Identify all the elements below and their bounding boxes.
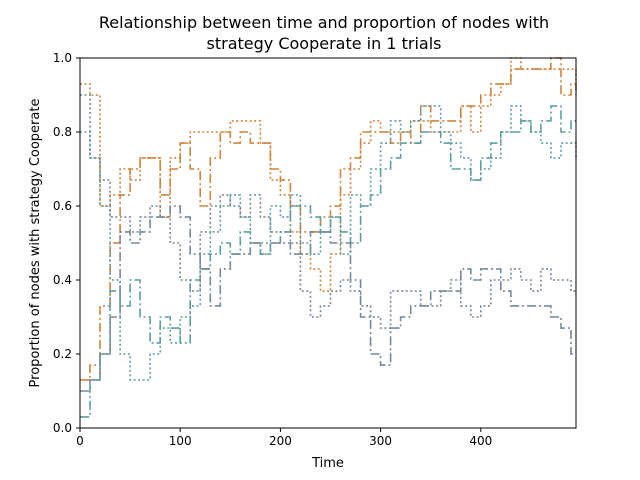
chart-title-line-2: strategy Cooperate in 1 trials — [207, 34, 442, 53]
series-line-4 — [80, 105, 577, 381]
y-axis-ticks: 0.0 0.2 0.4 0.6 0.8 1.0 — [53, 51, 80, 435]
x-tick-label: 200 — [269, 434, 292, 448]
x-tick-label: 0 — [76, 434, 84, 448]
x-axis-label: Time — [311, 456, 344, 471]
y-tick-label: 0.4 — [53, 273, 72, 287]
y-tick-label: 0.6 — [53, 199, 72, 213]
plot-area-frame — [79, 57, 577, 429]
y-tick-label: 0.0 — [53, 421, 72, 435]
chart-title-line-1: Relationship between time and proportion… — [99, 13, 549, 32]
series-line-5 — [80, 205, 576, 392]
y-tick-label: 0.8 — [53, 125, 72, 139]
y-tick-label: 0.2 — [53, 347, 72, 361]
y-tick-label: 1.0 — [53, 51, 72, 65]
y-axis-label: Proportion of nodes with strategy Cooper… — [28, 99, 43, 388]
series-layer — [80, 57, 577, 418]
x-tick-label: 400 — [469, 434, 492, 448]
series-line-3 — [80, 105, 576, 418]
series-line-6 — [80, 94, 576, 329]
x-tick-label: 300 — [369, 434, 392, 448]
x-axis-ticks: 0 100 200 300 400 — [76, 428, 492, 448]
x-tick-label: 100 — [169, 434, 192, 448]
